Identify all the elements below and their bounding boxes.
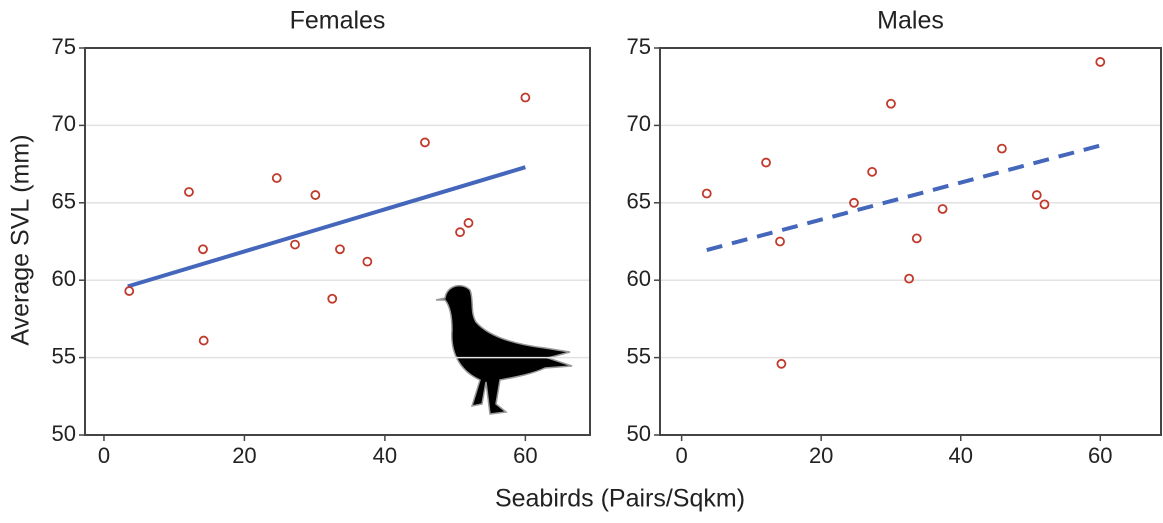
trend-line [127,165,526,289]
point [701,188,712,199]
x-tick-label: 40 [948,443,972,468]
point [886,98,896,109]
point [184,187,194,197]
x-tick-label: 60 [513,443,537,468]
x-tick-label: 0 [676,443,688,468]
bird-silhouette [435,284,573,415]
y-tick-label: 50 [627,421,651,446]
point [1039,199,1050,210]
point [198,335,209,346]
point [1031,190,1042,200]
point [849,197,859,208]
point [520,92,531,103]
point [420,137,430,148]
y-tick-label: 70 [627,111,651,136]
point [455,227,465,238]
y-tick-label: 55 [627,343,651,368]
y-tick-label: 70 [52,111,76,136]
x-axis-label: Seabirds (Pairs/Sqkm) [495,485,745,513]
y-tick-label: 50 [52,421,76,446]
y-tick-label: 60 [52,266,76,291]
x-tick-label: 20 [809,443,833,468]
y-tick-label: 75 [52,34,76,59]
point [1095,57,1106,67]
panel-title: Females [290,7,386,35]
x-tick-label: 20 [232,443,256,468]
plot-frame [84,47,591,436]
point [997,143,1007,154]
point [775,236,785,247]
point [761,157,771,168]
point [937,204,948,214]
point [911,233,922,244]
point [463,218,474,228]
trend-line [706,143,1101,252]
y-tick-label: 65 [52,189,76,214]
point [867,166,878,177]
point [198,244,208,255]
point [327,293,338,304]
y-tick-label: 75 [627,34,651,59]
y-axis-label: Average SVL (mm) [7,134,35,345]
panel-title: Males [877,7,944,35]
y-tick-label: 55 [52,343,76,368]
plot-frame [659,47,1162,436]
point [335,244,345,255]
point [776,358,787,369]
x-tick-label: 0 [98,443,110,468]
y-tick-label: 60 [627,266,651,291]
point [290,239,300,250]
point [310,190,321,200]
x-tick-label: 40 [373,443,397,468]
point [271,173,282,183]
point [362,256,373,267]
point [124,286,135,296]
point [904,273,915,284]
y-tick-label: 65 [627,189,651,214]
x-tick-label: 60 [1088,443,1112,468]
